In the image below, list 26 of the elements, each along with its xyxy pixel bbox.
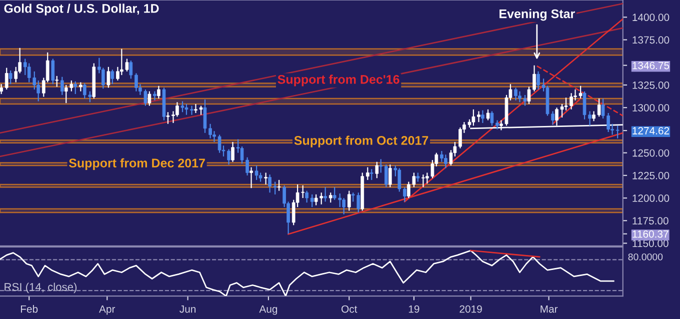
x-tick-label: Oct — [342, 305, 358, 313]
y-tick-label: 1200.00 — [632, 194, 670, 202]
band-label: Support from Dec 2017 — [68, 158, 205, 170]
y-tick-label: 1274.62 — [632, 127, 670, 134]
y-tick-label: 1160.37 — [632, 230, 668, 238]
y-tick-label: 1175.00 — [632, 217, 668, 225]
band-label: Support from Oct 2017 — [294, 136, 428, 148]
annotation: Evening Star — [500, 9, 575, 21]
x-tick-label: Aug — [259, 305, 278, 315]
y-tick-label: 1300.00 — [632, 104, 670, 112]
x-tick-label: Mar — [540, 305, 558, 313]
y-tick-label: 1346.75 — [632, 62, 670, 70]
x-tick-label: Jun — [180, 305, 196, 313]
x-tick-label: Apr — [99, 305, 116, 315]
y-tick-label: 1250.00 — [632, 149, 670, 157]
y-tick-label: 1325.00 — [632, 82, 670, 89]
x-tick-label: Feb — [20, 305, 38, 313]
annotation: Support from Dec'16 — [278, 74, 400, 86]
y-tick-label: 1400.00 — [632, 14, 670, 22]
y-tick-label: 1225.00 — [632, 172, 670, 180]
y-tick-label: 1375.00 — [632, 36, 670, 44]
y-tick-label: 1150.00 — [632, 240, 668, 248]
x-tick-label: 2019 — [460, 305, 482, 313]
x-tick-label: 19 — [408, 305, 420, 313]
chart-title: Gold Spot / U.S. Dollar, 1D — [4, 4, 159, 16]
text: 80.0000 — [628, 253, 663, 260]
